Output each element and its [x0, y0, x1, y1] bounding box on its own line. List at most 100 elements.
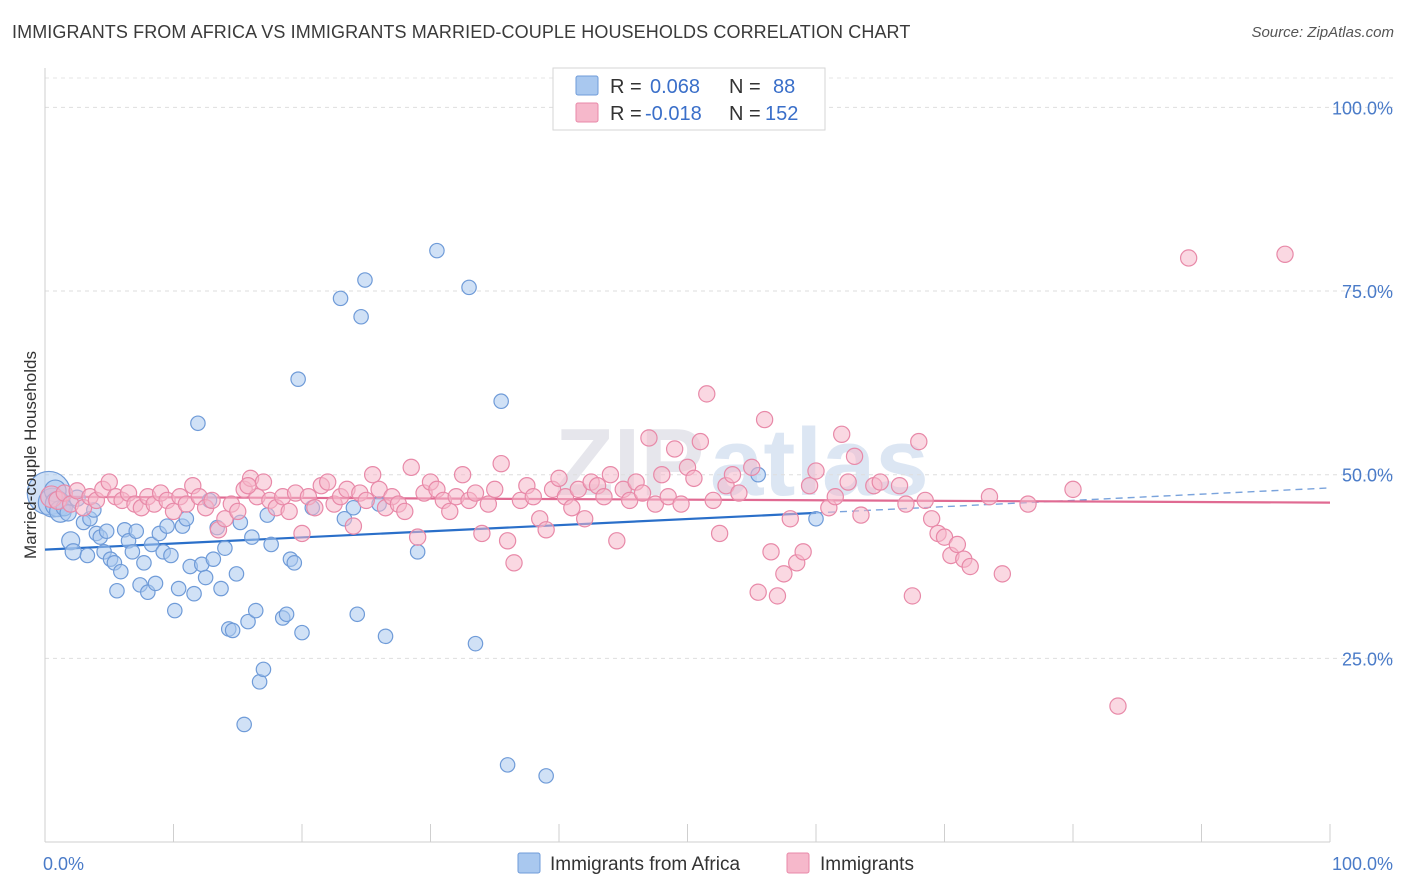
point-immigrants	[239, 477, 257, 495]
point-immigrants-from-africa	[166, 602, 183, 619]
point-immigrants	[563, 499, 581, 517]
point-immigrants	[396, 502, 414, 521]
point-immigrants-from-africa	[255, 661, 272, 678]
point-immigrants-from-africa	[353, 308, 369, 325]
point-immigrants-from-africa	[429, 242, 445, 259]
point-immigrants-from-africa	[461, 279, 477, 296]
y-tick-label: 25.0%	[1342, 649, 1393, 669]
point-immigrants-from-africa	[278, 606, 295, 623]
point-immigrants	[691, 432, 710, 451]
point-immigrants-from-africa	[290, 371, 306, 387]
point-immigrants-from-africa	[349, 606, 366, 623]
point-immigrants	[897, 495, 915, 513]
point-immigrants	[293, 524, 311, 543]
point-immigrants	[749, 583, 767, 601]
point-immigrants	[916, 491, 934, 510]
point-immigrants-from-africa	[228, 566, 245, 582]
point-immigrants	[743, 458, 761, 477]
y-tick-labels: 25.0% 50.0% 75.0% 100.0%	[1332, 98, 1393, 669]
point-immigrants	[100, 473, 118, 491]
legend-r-label-1: R =	[610, 76, 642, 98]
point-immigrants	[280, 502, 298, 521]
legend-r-value-2: -0.018	[645, 103, 702, 125]
point-immigrants	[833, 425, 851, 443]
point-immigrants	[306, 499, 324, 517]
point-immigrants	[685, 469, 703, 488]
point-immigrants	[1064, 480, 1082, 499]
point-immigrants	[755, 410, 774, 429]
point-immigrants	[871, 473, 889, 491]
point-immigrants-from-africa	[236, 716, 252, 733]
point-immigrants	[839, 473, 857, 491]
point-immigrants	[550, 469, 568, 488]
point-immigrants	[486, 480, 504, 499]
point-immigrants-from-africa	[170, 580, 187, 597]
point-immigrants	[903, 587, 922, 605]
point-immigrants	[730, 484, 748, 502]
point-immigrants	[800, 477, 819, 495]
legend-n-label-2: N =	[729, 103, 761, 125]
point-immigrants-from-africa	[159, 518, 175, 534]
legend-r-label-2: R =	[610, 103, 642, 125]
point-immigrants	[640, 429, 658, 447]
point-immigrants	[216, 510, 234, 528]
point-immigrants	[164, 502, 183, 521]
point-immigrants	[492, 454, 510, 473]
point-immigrants	[1276, 245, 1294, 264]
point-immigrants-from-africa	[538, 768, 554, 784]
point-immigrants-from-africa	[286, 555, 303, 571]
point-immigrants-from-africa	[247, 602, 264, 619]
bottom-legend-swatch-africa	[517, 852, 541, 874]
point-immigrants-from-africa	[124, 544, 141, 560]
legend-n-label-1: N =	[729, 76, 761, 98]
point-immigrants-from-africa	[345, 499, 362, 516]
legend: R = 0.068 N = 88 R = -0.018 N = 152	[552, 67, 826, 131]
point-immigrants	[344, 517, 363, 535]
point-immigrants	[980, 488, 999, 506]
point-immigrants	[672, 495, 690, 513]
point-immigrants	[601, 465, 620, 484]
y-axis-title: Married-couple Households	[21, 351, 40, 559]
point-immigrants	[794, 543, 812, 561]
point-immigrants-from-africa	[467, 635, 484, 652]
point-immigrants	[948, 535, 967, 554]
point-immigrants	[653, 465, 671, 484]
point-immigrants	[935, 528, 954, 546]
point-immigrants-from-africa	[79, 547, 96, 564]
point-immigrants-from-africa	[197, 569, 214, 586]
point-immigrants	[665, 440, 684, 458]
point-immigrants	[1019, 495, 1037, 513]
point-immigrants	[357, 491, 375, 510]
point-immigrants	[402, 458, 420, 477]
point-immigrants	[775, 565, 793, 583]
point-immigrants-from-africa	[808, 510, 824, 527]
point-immigrants	[826, 488, 844, 506]
point-immigrants	[762, 543, 780, 561]
point-immigrants-from-africa	[64, 543, 82, 561]
point-immigrants-from-africa	[113, 563, 129, 580]
point-immigrants	[890, 477, 909, 495]
chart-title: IMMIGRANTS FROM AFRICA VS IMMIGRANTS MAR…	[12, 22, 911, 42]
point-immigrants	[370, 480, 388, 499]
point-immigrants	[633, 484, 652, 502]
point-immigrants-from-africa	[98, 523, 115, 540]
bottom-legend-label-immigrants: Immigrants	[820, 854, 914, 875]
point-immigrants	[569, 480, 587, 499]
point-immigrants	[441, 502, 459, 521]
y-tick-label: 100.0%	[1332, 98, 1393, 118]
point-immigrants-from-africa	[186, 585, 202, 602]
point-immigrants-from-africa	[217, 540, 233, 556]
point-immigrants	[852, 506, 870, 524]
point-immigrants-from-africa	[147, 575, 164, 592]
bottom-legend: Immigrants from Africa Immigrants	[517, 852, 914, 875]
point-immigrants	[453, 465, 472, 484]
point-immigrants-from-africa	[224, 622, 241, 639]
point-immigrants	[177, 495, 196, 513]
point-immigrants	[659, 488, 677, 506]
legend-n-value-1: 88	[773, 76, 795, 98]
point-immigrants-from-africa	[205, 551, 222, 567]
point-immigrants	[595, 488, 613, 506]
point-immigrants-from-africa	[244, 529, 260, 545]
point-immigrants-from-africa	[213, 580, 229, 597]
